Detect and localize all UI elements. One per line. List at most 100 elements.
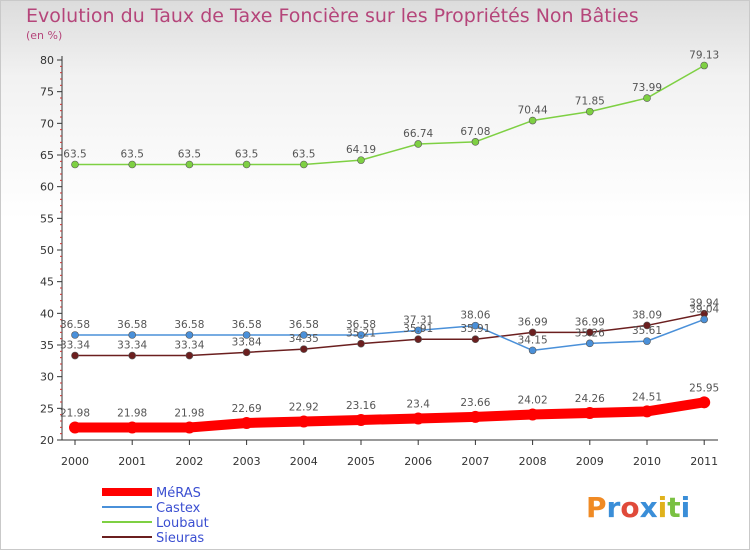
series-line-castex — [74, 318, 705, 352]
data-label-mras: 24.02 — [518, 395, 548, 407]
axes: 20 25 30 35 40 45 50 55 60 65 70 75 80 2000 2001 2002 20… — [40, 54, 718, 468]
data-point-sieuras — [128, 351, 136, 360]
data-label-castex: 36.58 — [289, 319, 319, 331]
data-point-sieuras — [528, 328, 537, 337]
logo-letter: x — [640, 491, 658, 524]
data-point-loubaut — [414, 140, 423, 148]
chart-title: Evolution du Taux de Taxe Foncière sur l… — [26, 5, 639, 27]
x-tick-label: 2009 — [576, 455, 604, 468]
x-tick-label: 2004 — [290, 455, 318, 468]
logo-text: Proxiti — [586, 491, 690, 524]
x-tick-label: 2010 — [633, 455, 661, 468]
legend-label: MéRAS — [156, 486, 201, 501]
data-label-mras: 21.98 — [117, 407, 147, 419]
logo-letter: t — [667, 491, 680, 524]
data-label-loubaut: 67.08 — [460, 126, 490, 138]
data-point-mras — [126, 421, 139, 434]
data-point-loubaut — [700, 61, 709, 70]
y-tick-label: 30 — [40, 371, 54, 384]
data-label-layer: 21.98 21.98 21.98 22.69 22.92 23.16 23.4 23.66 2… — [60, 50, 720, 420]
data-point-castex — [585, 339, 594, 348]
data-point-mras — [183, 421, 196, 434]
data-point-mras — [412, 412, 425, 425]
data-point-sieuras — [71, 351, 79, 360]
data-point-mras — [240, 416, 253, 429]
y-tick-label: 80 — [40, 54, 54, 67]
x-tick-label: 2000 — [61, 455, 89, 468]
y-tick-label: 45 — [40, 276, 54, 289]
data-point-sieuras — [643, 321, 651, 330]
data-label-loubaut: 64.19 — [346, 144, 376, 156]
data-label-sieuras: 35.21 — [346, 328, 376, 340]
data-label-sieuras: 36.99 — [518, 316, 548, 328]
data-label-mras: 24.51 — [632, 391, 662, 403]
x-tick-label: 2011 — [690, 455, 718, 468]
data-label-mras: 22.69 — [232, 403, 262, 415]
data-point-sieuras — [585, 328, 594, 337]
data-label-mras: 23.66 — [460, 397, 490, 409]
y-tick-label: 40 — [40, 307, 54, 320]
logo-letter: P — [586, 491, 607, 524]
data-point-castex — [528, 346, 537, 355]
data-point-castex — [242, 331, 251, 339]
legend-label: Sieuras — [156, 531, 204, 546]
series-line-sieuras — [74, 312, 705, 357]
logo-letter: i — [681, 491, 691, 524]
data-label-mras: 23.16 — [346, 400, 376, 412]
data-label-loubaut: 63.5 — [63, 149, 86, 161]
data-point-sieuras — [471, 335, 480, 344]
data-label-loubaut: 73.99 — [632, 82, 662, 94]
data-point-mras — [469, 410, 482, 423]
data-label-castex: 36.58 — [232, 319, 262, 331]
x-tick-label: 2002 — [175, 455, 203, 468]
data-label-sieuras: 34.35 — [289, 333, 319, 345]
data-point-loubaut — [299, 160, 308, 169]
data-label-loubaut: 63.5 — [121, 149, 144, 161]
data-point-loubaut — [71, 160, 79, 169]
data-label-castex: 38.06 — [460, 310, 490, 322]
y-tick-label: 20 — [40, 434, 54, 447]
data-label-loubaut: 63.5 — [178, 149, 201, 161]
legend-label: Loubaut — [156, 516, 209, 531]
data-point-castex — [128, 331, 136, 339]
x-tick-label: 2005 — [347, 455, 375, 468]
data-point-mras — [355, 413, 367, 426]
data-label-loubaut: 79.13 — [689, 50, 719, 62]
data-point-sieuras — [242, 348, 251, 357]
logo-letter: o — [620, 491, 639, 524]
data-label-sieuras: 33.34 — [60, 340, 90, 352]
data-label-castex: 35.61 — [632, 325, 662, 337]
data-point-castex — [414, 326, 423, 335]
data-label-sieuras: 39.94 — [689, 298, 719, 310]
data-point-loubaut — [528, 116, 537, 125]
unit-label: (en %) — [26, 29, 63, 42]
data-point-castex — [643, 337, 651, 345]
data-label-mras: 21.98 — [60, 407, 90, 419]
y-tick-label: 35 — [40, 339, 54, 352]
data-point-mras — [698, 396, 711, 409]
data-point-loubaut — [242, 160, 251, 169]
x-tick-label: 2007 — [461, 455, 489, 468]
logo-letter: i — [658, 491, 668, 524]
data-point-loubaut — [585, 107, 594, 116]
y-tick-label: 25 — [40, 402, 54, 415]
data-label-sieuras: 33.84 — [232, 336, 262, 348]
data-label-loubaut: 71.85 — [575, 96, 605, 108]
data-point-mras — [526, 408, 539, 421]
data-label-sieuras: 38.09 — [632, 309, 662, 321]
data-point-castex — [471, 321, 480, 330]
data-point-loubaut — [643, 94, 651, 102]
data-label-mras: 24.26 — [575, 393, 605, 405]
data-label-loubaut: 63.5 — [292, 149, 315, 161]
data-point-castex — [299, 331, 308, 339]
y-tick-label: 70 — [40, 117, 54, 130]
data-point-castex — [71, 331, 79, 339]
data-label-mras: 25.95 — [689, 382, 719, 394]
data-label-castex: 37.31 — [403, 314, 433, 326]
data-point-castex — [185, 331, 194, 339]
data-label-loubaut: 66.74 — [403, 128, 433, 140]
data-point-loubaut — [357, 156, 365, 164]
data-label-loubaut: 70.44 — [518, 105, 548, 117]
